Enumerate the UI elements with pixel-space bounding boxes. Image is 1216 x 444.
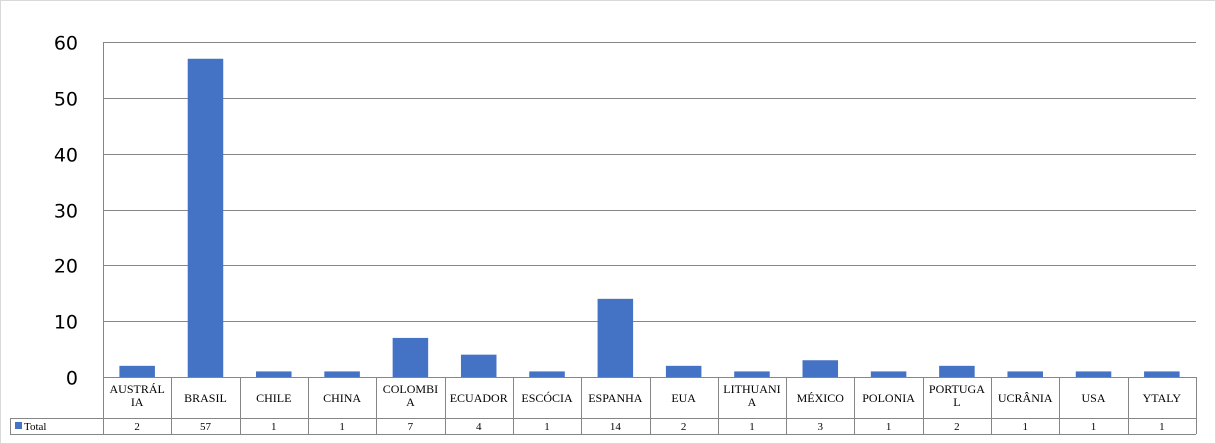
data-value-label: 57 <box>200 421 212 433</box>
data-value-label: 1 <box>749 421 755 433</box>
legend-label: Total <box>24 421 46 433</box>
category-label: MÉXICO <box>797 391 845 405</box>
bar <box>597 298 634 377</box>
bar <box>529 371 565 377</box>
category-label: COLOMBI <box>383 382 438 396</box>
category-label: PORTUGA <box>929 382 985 396</box>
category-label: A <box>748 395 757 409</box>
data-value-label: 2 <box>681 421 687 433</box>
category-label: YTALY <box>1143 391 1182 405</box>
bar <box>460 354 497 377</box>
bar <box>1144 371 1180 377</box>
data-value-label: 1 <box>544 421 550 433</box>
y-tick-label: 0 <box>66 368 78 390</box>
data-value-label: 1 <box>1022 421 1028 433</box>
category-label: EUA <box>671 391 696 405</box>
y-tick-label: 20 <box>54 256 78 278</box>
category-label: AUSTRÁL <box>109 382 164 396</box>
data-value-label: 4 <box>476 421 482 433</box>
y-tick-label: 50 <box>54 89 78 111</box>
category-label: A <box>406 395 415 409</box>
data-value-label: 2 <box>134 421 140 433</box>
bar <box>734 371 770 377</box>
bar <box>1007 371 1043 377</box>
category-label: CHILE <box>256 391 291 405</box>
category-label: LITHUANI <box>723 382 780 396</box>
category-label: USA <box>1082 391 1106 405</box>
bar <box>392 337 429 377</box>
y-tick-label: 10 <box>54 312 78 334</box>
bar <box>1075 371 1112 377</box>
category-label: UCRÂNIA <box>998 391 1053 405</box>
data-value-label: 1 <box>271 421 277 433</box>
category-label: BRASIL <box>184 391 227 405</box>
data-value-label: 2 <box>954 421 960 433</box>
category-label: CHINA <box>323 391 361 405</box>
y-tick-label: 60 <box>54 33 78 55</box>
y-tick-label: 30 <box>54 201 78 223</box>
bar <box>665 365 702 377</box>
data-value-label: 7 <box>408 421 414 433</box>
category-label: IA <box>131 395 144 409</box>
bar <box>802 360 839 377</box>
data-value-label: 1 <box>339 421 345 433</box>
y-tick-label: 40 <box>54 145 78 167</box>
category-label: L <box>953 395 960 409</box>
bar <box>187 58 224 377</box>
bar <box>256 371 292 377</box>
bar <box>939 365 975 377</box>
data-value-label: 1 <box>886 421 892 433</box>
bar <box>324 371 360 377</box>
category-label: ESPANHA <box>588 391 643 405</box>
bar <box>870 371 907 377</box>
data-value-label: 1 <box>1159 421 1165 433</box>
data-value-label: 14 <box>610 421 622 433</box>
category-label: ESCÓCIA <box>521 391 573 405</box>
bar <box>119 365 155 377</box>
data-value-label: 1 <box>1091 421 1097 433</box>
data-value-label: 3 <box>818 421 824 433</box>
legend-swatch <box>15 422 22 429</box>
category-label: ECUADOR <box>450 391 508 405</box>
category-label: POLONIA <box>862 391 915 405</box>
